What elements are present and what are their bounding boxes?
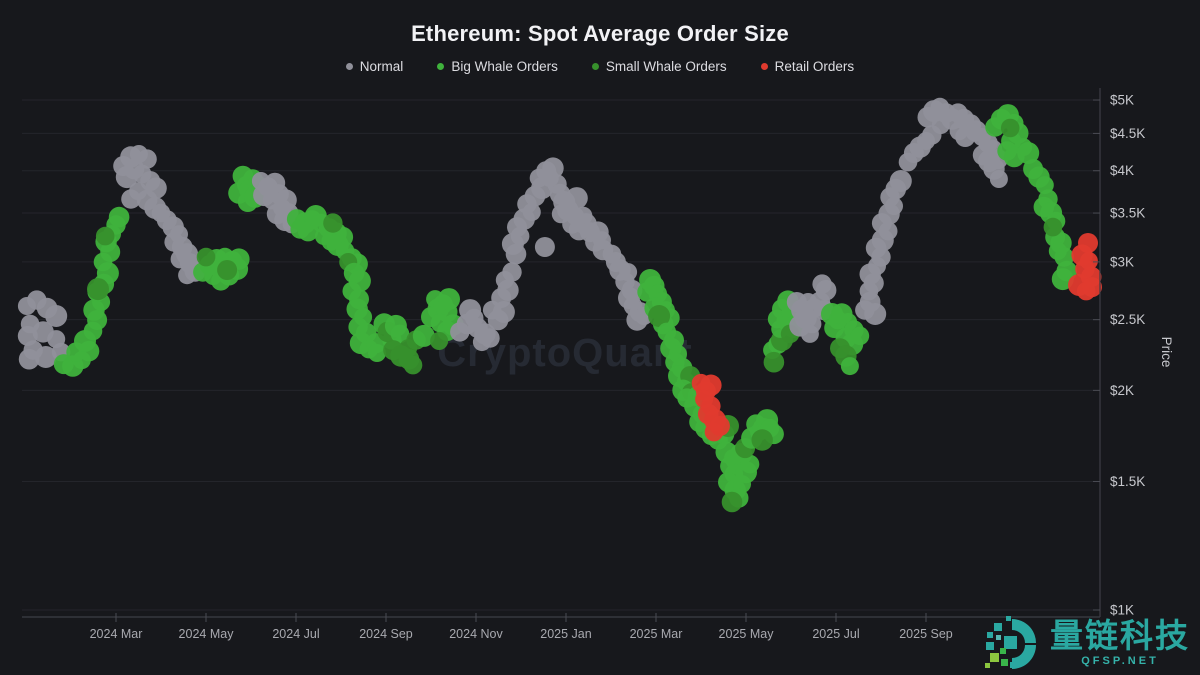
svg-text:$1.5K: $1.5K: [1110, 474, 1145, 489]
svg-text:2024 Jul: 2024 Jul: [272, 627, 319, 641]
legend-dot-icon: [345, 63, 353, 70]
scatter-points: [17, 97, 1102, 513]
legend-label: Normal: [359, 59, 404, 74]
y-tick-labels: $5K $4.5K $4K $3.5K $3K $2.5K $2K $1.5K $1K: [1093, 93, 1145, 618]
svg-text:2024 Mar: 2024 Mar: [90, 627, 143, 641]
legend-item-small-whale-orders[interactable]: Small Whale Orders: [591, 59, 727, 74]
legend-item-big-whale-orders[interactable]: Big Whale Orders: [437, 59, 558, 74]
svg-text:2024 May: 2024 May: [179, 627, 235, 641]
legend-label: Big Whale Orders: [451, 59, 558, 74]
svg-text:2025 May: 2025 May: [719, 627, 775, 641]
legend-item-retail-orders[interactable]: Retail Orders: [760, 59, 855, 74]
brand-name: 量链科技: [1050, 617, 1190, 654]
legend-dot-icon: [591, 63, 599, 70]
svg-text:$2K: $2K: [1110, 383, 1134, 398]
x-tick-labels: 2024 Mar 2024 May 2024 Jul 2024 Sep 2024 Nov…: [90, 613, 953, 641]
svg-text:$2.5K: $2.5K: [1110, 312, 1145, 327]
axis-lines: [22, 88, 1101, 618]
brand-logo: 量链科技 QFSP.NET: [984, 615, 1190, 671]
svg-text:2024 Nov: 2024 Nov: [449, 627, 503, 641]
chart-legend: Normal Big Whale Orders Small Whale Orders…: [0, 59, 1200, 74]
svg-text:$3.5K: $3.5K: [1110, 206, 1145, 221]
legend-label: Retail Orders: [774, 59, 855, 74]
legend-dot-icon: [760, 63, 768, 70]
svg-text:$4.5K: $4.5K: [1110, 126, 1145, 141]
svg-text:$4K: $4K: [1110, 163, 1134, 178]
legend-item-normal[interactable]: Normal: [345, 59, 404, 74]
price-axis-label: Price: [1159, 337, 1174, 368]
svg-text:2025 Jul: 2025 Jul: [812, 627, 859, 641]
svg-text:$1K: $1K: [1110, 603, 1134, 618]
svg-text:2025 Mar: 2025 Mar: [630, 627, 683, 641]
legend-label: Small Whale Orders: [605, 59, 727, 74]
svg-text:$3K: $3K: [1110, 254, 1134, 269]
page-title: Ethereum: Spot Average Order Size: [411, 21, 789, 46]
svg-text:2024 Sep: 2024 Sep: [359, 627, 413, 641]
svg-text:2025 Sep: 2025 Sep: [899, 627, 953, 641]
brand-icon: [985, 616, 1036, 669]
brand-domain: QFSP.NET: [1081, 655, 1159, 667]
svg-text:2025 Jan: 2025 Jan: [540, 627, 591, 641]
svg-text:$5K: $5K: [1110, 93, 1134, 108]
legend-dot-icon: [437, 63, 445, 70]
